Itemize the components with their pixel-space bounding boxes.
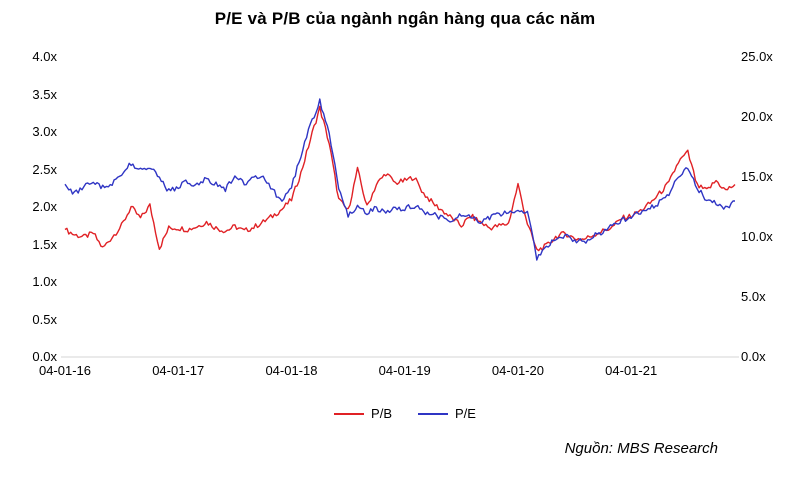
right-axis-tick: 15.0x: [741, 169, 773, 184]
legend: P/B P/E: [0, 406, 810, 421]
left-axis-tick: 2.5x: [32, 161, 57, 177]
left-axis-tick: 3.0x: [32, 124, 57, 139]
right-axis-tick: 20.0x: [741, 109, 773, 124]
right-axis-tick: 25.0x: [741, 49, 773, 64]
chart-title: P/E và P/B của ngành ngân hàng qua các n…: [214, 9, 596, 28]
right-axis-tick: 5.0x: [741, 289, 766, 304]
source-note: Nguồn: MBS Research: [564, 440, 718, 457]
left-axis-tick: 4.0x: [32, 49, 57, 64]
x-axis-tick: 04-01-18: [265, 363, 318, 378]
x-axis-tick: 04-01-17: [152, 363, 205, 378]
legend-label-pb: P/B: [371, 406, 392, 421]
right-axis-tick: 10.0x: [741, 229, 773, 244]
legend-label-pe: P/E: [455, 406, 476, 421]
x-axis-tick: 04-01-19: [378, 363, 431, 378]
pb-line-swatch: [334, 412, 365, 415]
pe-line-swatch: [418, 412, 448, 415]
left-axis-tick: 2.0x: [32, 199, 57, 214]
right-axis-tick: 0.0x: [741, 349, 766, 364]
left-axis-tick: 1.0x: [32, 274, 57, 289]
x-axis-tick: 04-01-16: [38, 363, 92, 378]
left-axis-tick: 3.5x: [32, 86, 57, 102]
legend-item-pe: P/E: [418, 406, 476, 421]
x-axis-tick: 04-01-21: [605, 363, 658, 378]
left-axis-tick: 0.0x: [32, 349, 57, 364]
legend-item-pb: P/B: [334, 406, 392, 421]
x-axis-tick: 04-01-20: [491, 363, 544, 378]
left-axis-tick: 0.5x: [32, 311, 57, 327]
left-axis-tick: 1.5x: [32, 236, 57, 252]
series-line-pe: [64, 98, 736, 261]
series-line-pb: [64, 105, 736, 252]
